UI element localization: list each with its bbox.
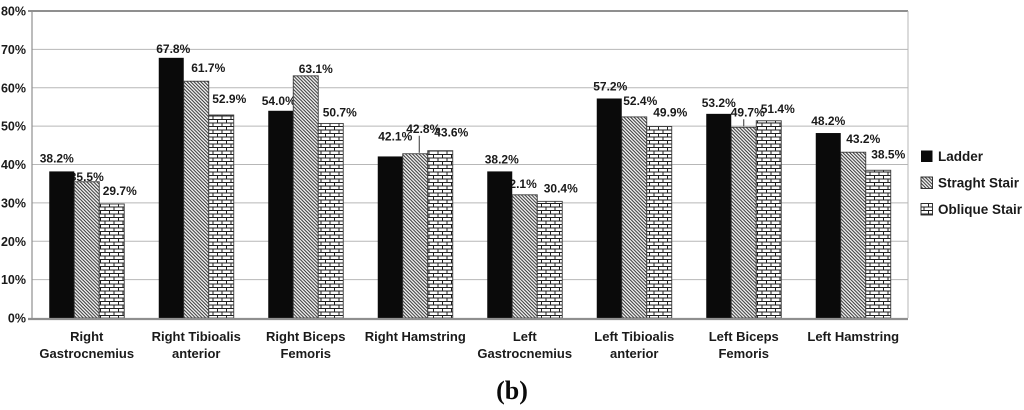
data-label: 61.7% [191, 61, 225, 75]
bar-straght-stair-left-gastrocnemius [511, 194, 538, 319]
y-tick-label: 30% [1, 196, 26, 210]
y-tick-label: 10% [1, 273, 26, 287]
category-label-left-biceps-femoris: Femoris [718, 346, 769, 361]
bar-ladder-left-tibioalis-anterior [596, 98, 622, 319]
data-label: 51.4% [761, 102, 795, 116]
data-label: 43.6% [434, 126, 468, 140]
bar-oblique-stair-left-gastrocnemius [536, 200, 563, 319]
plot-frame [28, 10, 909, 321]
data-label: 38.2% [485, 152, 519, 166]
bar-oblique-stair-left-hamstring [865, 169, 892, 319]
data-label: 57.2% [593, 79, 627, 93]
category-label-left-tibioalis-anterior: Left Tibioalis [594, 329, 674, 344]
data-label: 43.2% [846, 132, 880, 146]
category-label-right-biceps-femoris: Right Biceps [266, 329, 345, 344]
bar-oblique-stair-right-hamstring [427, 150, 454, 319]
bar-straght-stair-left-hamstring [840, 151, 867, 319]
legend: Ladder Straght Stair Oblique Stair [920, 149, 1023, 217]
data-label: 54.0% [262, 94, 296, 108]
y-tick-label: 80% [1, 5, 26, 19]
bar-oblique-stair-right-gastrocnemius [98, 203, 125, 319]
data-label: 67.8% [156, 42, 190, 56]
bar-straght-stair-right-biceps-femoris [292, 75, 319, 319]
bar-ladder-left-gastrocnemius [487, 171, 513, 318]
data-label: 38.2% [40, 151, 74, 165]
bar-ladder-left-hamstring [815, 133, 841, 318]
data-label: 52.4% [623, 94, 657, 108]
bar-oblique-stair-left-tibioalis-anterior [646, 126, 673, 319]
data-label: 38.5% [871, 147, 905, 161]
category-label-right-tibioalis-anterior: Right Tibioalis [152, 329, 241, 344]
bar-ladder-right-gastrocnemius [49, 171, 75, 318]
subfigure-caption: (b) [496, 376, 528, 405]
bar-straght-stair-right-tibioalis-anterior [183, 80, 210, 319]
category-label-left-gastrocnemius: Left [513, 329, 538, 344]
bar-ladder-left-biceps-femoris [706, 113, 732, 318]
y-tick-label: 50% [1, 120, 26, 134]
y-tick-label: 0% [8, 312, 26, 326]
data-labels: 38.2% 67.8% 54.0% 42.1% 38.2% 57.2% 53.2% 48.2%… [40, 42, 906, 198]
category-label-left-gastrocnemius: Gastrocnemius [477, 346, 572, 361]
bar-chart: 0% 10% 20% 30% 40% 50% 60% 70% 80% 38.2% 67.8% 54.… [1, 5, 1023, 362]
category-label-right-tibioalis-anterior: anterior [172, 346, 220, 361]
label-leader-lines [418, 119, 745, 153]
data-label: 63.1% [299, 62, 333, 76]
category-label-right-gastrocnemius: Right [70, 329, 104, 344]
bar-oblique-stair-right-tibioalis-anterior [208, 114, 235, 319]
data-label: 52.9% [212, 92, 246, 106]
data-label: 50.7% [323, 105, 357, 119]
legend-marker-straght-stair [920, 176, 933, 189]
bar-oblique-stair-right-biceps-femoris [317, 122, 344, 319]
category-label-right-biceps-femoris: Femoris [280, 346, 331, 361]
data-label: 48.2% [811, 114, 845, 128]
legend-marker-oblique-stair [920, 203, 933, 216]
data-label: 35.5% [70, 170, 104, 184]
bar-oblique-stair-left-biceps-femoris [755, 120, 782, 319]
bar-straght-stair-left-biceps-femoris [730, 126, 757, 319]
y-tick-label: 40% [1, 158, 26, 172]
data-label: 42.8% [406, 122, 440, 136]
bars [49, 57, 892, 319]
data-label: 29.7% [103, 184, 137, 198]
category-labels: Right Gastrocnemius Right Tibioalis anterio… [39, 329, 899, 361]
category-label-left-hamstring: Left Hamstring [807, 329, 899, 344]
y-tick-label: 60% [1, 81, 26, 95]
bar-straght-stair-left-tibioalis-anterior [621, 116, 648, 319]
data-label: 49.7% [731, 105, 765, 119]
bar-straght-stair-right-hamstring [402, 153, 429, 319]
legend-label-straght-stair: Straght Stair [938, 176, 1020, 191]
y-axis-tick-labels: 0% 10% 20% 30% 40% 50% 60% 70% 80% [1, 5, 26, 326]
legend-label-oblique-stair: Oblique Stair [938, 202, 1023, 217]
category-label-right-gastrocnemius: Gastrocnemius [39, 346, 134, 361]
bar-ladder-right-tibioalis-anterior [158, 57, 184, 318]
category-label-left-biceps-femoris: Left Biceps [709, 329, 779, 344]
data-label: 49.9% [653, 106, 687, 120]
bar-ladder-right-biceps-femoris [268, 110, 294, 319]
legend-marker-ladder [921, 150, 933, 162]
data-label: 53.2% [702, 96, 736, 110]
legend-label-ladder: Ladder [938, 149, 984, 164]
bar-ladder-right-hamstring [377, 156, 403, 318]
bar-straght-stair-right-gastrocnemius [73, 181, 100, 319]
y-tick-label: 70% [1, 43, 26, 57]
y-tick-label: 20% [1, 235, 26, 249]
data-label: 42.1% [378, 129, 412, 143]
category-label-left-tibioalis-anterior: anterior [610, 346, 658, 361]
data-label: 30.4% [544, 181, 578, 195]
category-label-right-hamstring: Right Hamstring [365, 329, 466, 344]
